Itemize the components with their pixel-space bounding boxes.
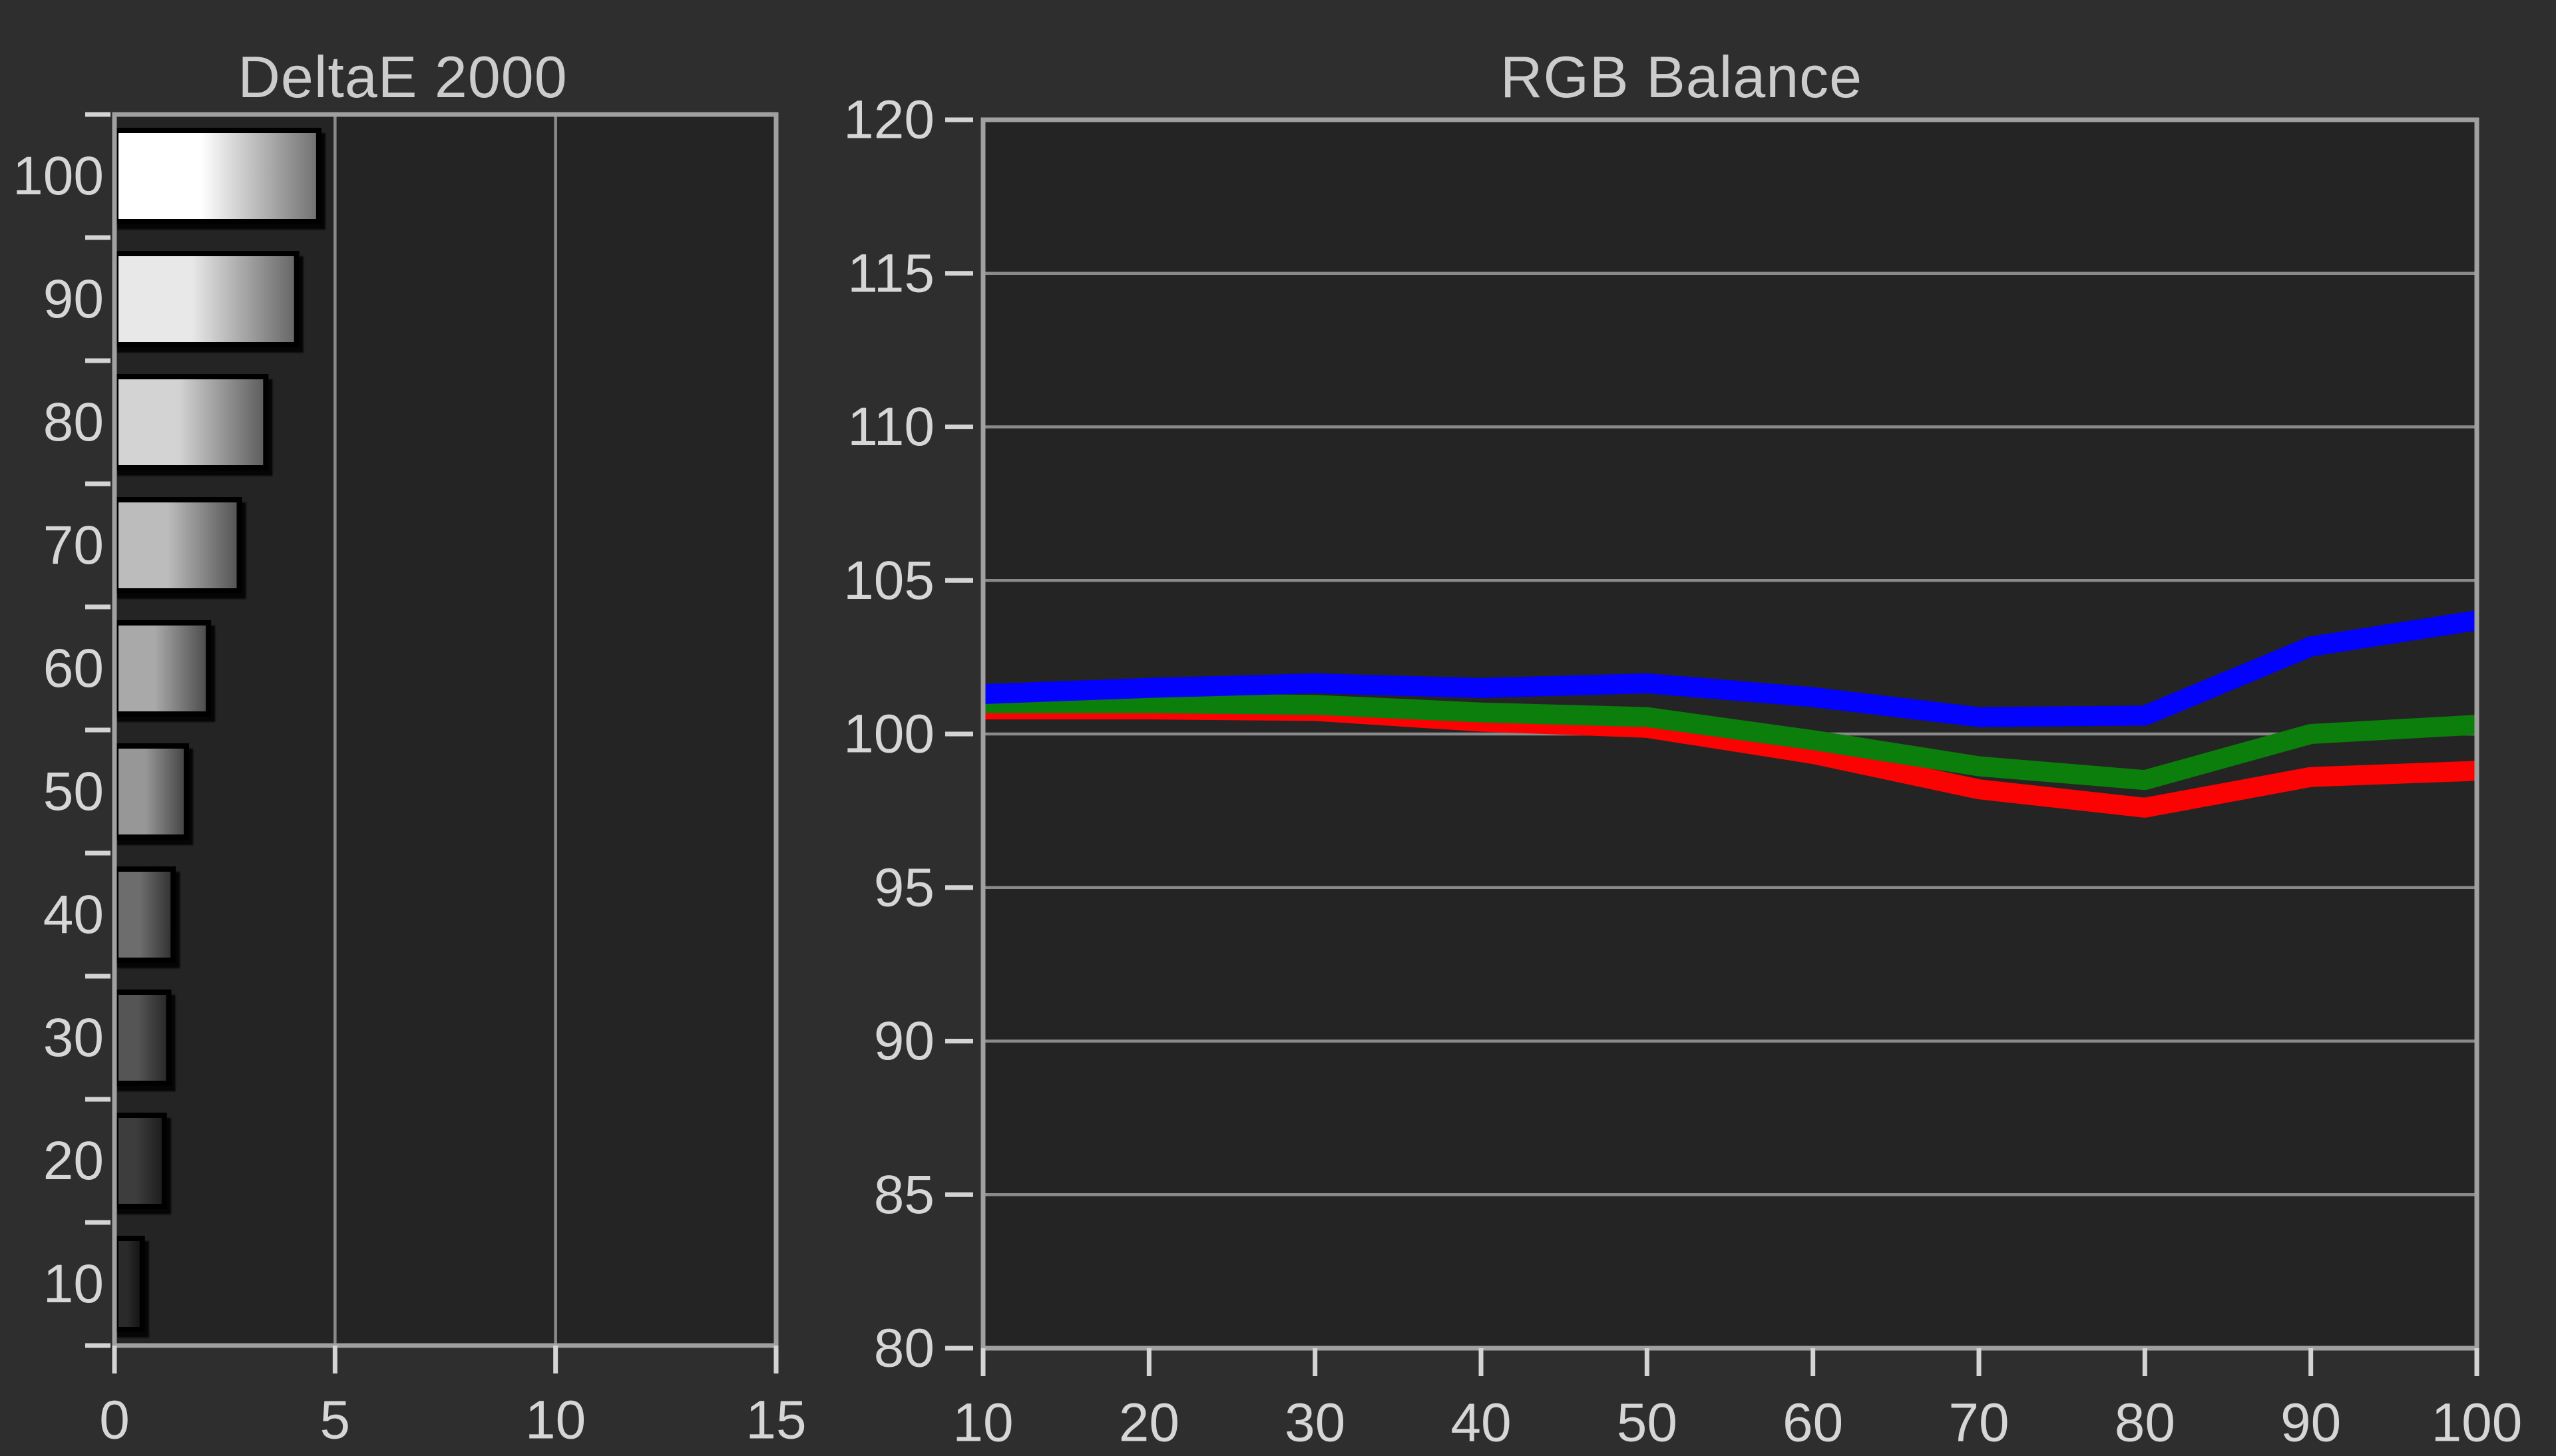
rgb-line-blue	[982, 610, 2479, 727]
rgb-y-tick-label: 95	[874, 857, 935, 918]
deltae-bar-100	[113, 128, 321, 224]
rgb-plot-border	[980, 117, 2479, 1351]
rgb-x-tick-label: 20	[1119, 1393, 1179, 1453]
deltae-category-label: 60	[43, 638, 104, 699]
rgb-x-tick-label: 90	[2280, 1393, 2341, 1453]
deltae-category-label: 90	[43, 269, 104, 329]
rgb-y-tick-label: 115	[847, 243, 935, 303]
rgb-x-tick-label: 50	[1617, 1393, 1677, 1453]
rgb-y-tick-label: 90	[874, 1011, 935, 1071]
rgb-y-tick-label: 110	[847, 397, 935, 457]
rgb-y-tick-label: 85	[874, 1165, 935, 1225]
deltae-category-label: 50	[43, 761, 104, 822]
rgb-y-tick-label: 105	[843, 550, 935, 611]
deltae-chart-title: DeltaE 2000	[238, 44, 568, 110]
deltae-category-label: 80	[43, 392, 104, 453]
deltae-category-label: 40	[43, 884, 104, 945]
deltae-bar-80	[113, 374, 269, 470]
deltae-bar-70	[113, 497, 242, 594]
deltae-category-label: 10	[43, 1254, 104, 1314]
deltae-x-tick-label: 5	[320, 1390, 351, 1451]
rgb-x-tick-label: 80	[2115, 1393, 2175, 1453]
rgb-line-green	[983, 693, 2477, 791]
deltae-x-tick-label: 0	[99, 1390, 130, 1451]
deltae-category-label: 70	[43, 515, 104, 576]
rgb-y-tick-label: 80	[874, 1318, 935, 1379]
rgb-balance-chart: 80 85 90 95 100 105 110 115 120 10 20 30 40 50 60 70 80 9…	[843, 90, 2522, 1453]
deltae-x-tick-label: 15	[746, 1390, 806, 1451]
deltae-bar-20	[113, 1113, 167, 1209]
deltae-category-label: 100	[13, 146, 104, 206]
rgb-x-tick-label: 70	[1948, 1393, 2009, 1453]
rgb-y-tick-label: 120	[843, 90, 935, 150]
deltae-x-tick-label: 10	[525, 1390, 586, 1451]
deltae-category-label: 30	[43, 1007, 104, 1068]
rgb-x-tick-label: 60	[1783, 1393, 1843, 1453]
rgb-x-tick-label: 10	[953, 1393, 1013, 1453]
rgb-x-tick-label: 100	[2432, 1393, 2523, 1453]
deltae-bar-50	[113, 743, 190, 840]
deltae-bar-10	[113, 1236, 145, 1332]
rgb-x-tick-label: 30	[1285, 1393, 1345, 1453]
deltae-plot-border	[112, 112, 779, 1348]
deltae-bar-90	[113, 251, 300, 347]
deltae-category-label: 20	[43, 1131, 104, 1191]
rgb-x-tick-label: 40	[1450, 1393, 1511, 1453]
rgb-balance-chart-title: RGB Balance	[1500, 44, 1863, 110]
rgb-y-tick-label: 100	[843, 704, 935, 765]
deltae-bar-40	[113, 866, 176, 963]
deltae-bar-30	[113, 990, 172, 1086]
deltae-bar-60	[113, 620, 212, 717]
